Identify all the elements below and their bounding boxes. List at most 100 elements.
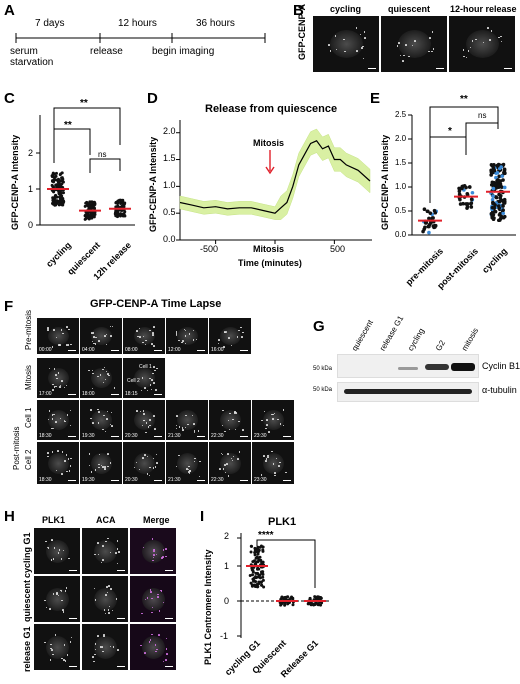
speckle bbox=[238, 329, 240, 332]
nucleus-blob bbox=[93, 635, 117, 659]
speckle bbox=[135, 461, 137, 464]
aca-quiescent bbox=[82, 576, 128, 622]
speckle bbox=[151, 538, 154, 540]
panel-i-ytick-2: 1 bbox=[224, 561, 230, 571]
plk1-quiescent bbox=[34, 576, 80, 622]
e-point bbox=[500, 185, 504, 189]
speckle bbox=[51, 539, 53, 541]
panel-g-lane-4: mitosis bbox=[460, 326, 481, 353]
speckle bbox=[48, 410, 51, 412]
panel-g-lane-0: quiescent bbox=[350, 318, 375, 353]
speckle bbox=[193, 423, 195, 425]
speckle bbox=[51, 427, 53, 430]
panel-e-ytick-1: 0.5 bbox=[395, 206, 407, 215]
c-point bbox=[54, 171, 58, 175]
speckle bbox=[133, 466, 136, 469]
speckle bbox=[229, 412, 231, 415]
tl-time: 19:30 bbox=[82, 433, 95, 439]
speckle bbox=[54, 634, 57, 636]
nucleus-blob bbox=[329, 30, 363, 58]
tl-time: 12:00 bbox=[168, 347, 181, 353]
i-point bbox=[255, 582, 259, 586]
speckle bbox=[55, 385, 57, 388]
speckle bbox=[282, 424, 285, 427]
i-point bbox=[262, 585, 266, 589]
nucleus-blob bbox=[141, 587, 165, 611]
speckle bbox=[267, 456, 269, 458]
nucleus-blob bbox=[90, 368, 112, 388]
speckle bbox=[104, 612, 107, 615]
speckle bbox=[94, 653, 96, 656]
tl-time: 17:00 bbox=[39, 391, 52, 397]
speckle bbox=[279, 423, 282, 425]
i-point bbox=[260, 583, 264, 587]
speckle bbox=[431, 50, 433, 53]
speckle bbox=[152, 332, 154, 334]
speckle bbox=[90, 471, 93, 473]
tl-c1-5: 23:30 bbox=[252, 400, 294, 440]
speckle bbox=[231, 459, 234, 462]
speckle bbox=[273, 412, 276, 415]
blot-cyclin-b1 bbox=[337, 354, 479, 378]
i-point bbox=[261, 560, 265, 564]
e-point bbox=[428, 211, 433, 215]
speckle bbox=[97, 422, 100, 424]
panel-d-ylabel: GFP-CENP-A Intensity bbox=[148, 136, 158, 232]
e-point bbox=[502, 185, 507, 190]
speckle bbox=[285, 471, 287, 474]
panel-g-protein-0: Cyclin B1 bbox=[482, 361, 520, 371]
speckle bbox=[45, 606, 48, 609]
panel-f-title: GFP-CENP-A Time Lapse bbox=[90, 298, 222, 310]
speckle bbox=[153, 366, 155, 368]
tl-mit-2: Cell 1 Cell 2 18:15 bbox=[123, 358, 165, 398]
speckle bbox=[52, 593, 55, 595]
c-point bbox=[54, 195, 58, 199]
speckle bbox=[51, 346, 54, 348]
speckle bbox=[402, 60, 404, 62]
speckle bbox=[58, 344, 60, 346]
micrograph-12h-release bbox=[449, 16, 515, 72]
speckle bbox=[463, 55, 465, 58]
speckle bbox=[226, 463, 228, 465]
speckle bbox=[178, 454, 180, 457]
speckle bbox=[228, 428, 231, 430]
speckle bbox=[63, 386, 66, 389]
speckle bbox=[155, 389, 157, 391]
speckle bbox=[149, 466, 151, 469]
speckle bbox=[48, 367, 51, 370]
panel-d-ytick-4: 2.0 bbox=[163, 126, 176, 136]
e-point bbox=[502, 170, 507, 175]
speckle bbox=[93, 587, 96, 590]
panel-e-ylabel: GFP-CENP-A Intensity bbox=[380, 134, 390, 230]
speckle bbox=[218, 339, 220, 341]
e-point bbox=[502, 214, 507, 219]
speckle bbox=[146, 473, 149, 475]
e-point bbox=[500, 174, 504, 178]
speckle bbox=[104, 335, 106, 337]
e-point bbox=[465, 191, 470, 196]
e-point bbox=[462, 183, 467, 188]
panel-g-lane-1: release G1 bbox=[378, 314, 406, 353]
speckle bbox=[118, 551, 120, 553]
speckle bbox=[52, 389, 54, 391]
speckle bbox=[467, 50, 470, 52]
speckle bbox=[182, 429, 184, 431]
tl-time: 00:00 bbox=[39, 347, 52, 353]
speckle bbox=[66, 414, 69, 416]
speckle bbox=[225, 331, 228, 334]
speckle bbox=[64, 460, 66, 462]
nucleus-blob bbox=[93, 539, 117, 563]
speckle bbox=[91, 340, 94, 342]
speckle bbox=[107, 465, 109, 467]
plk1-release bbox=[34, 624, 80, 670]
speckle bbox=[116, 540, 119, 542]
speckle bbox=[109, 325, 112, 328]
speckle bbox=[110, 335, 112, 337]
i-point bbox=[258, 573, 262, 577]
c-point bbox=[54, 183, 58, 187]
speckle bbox=[150, 388, 153, 391]
speckle bbox=[139, 336, 141, 338]
speckle bbox=[55, 336, 58, 338]
speckle bbox=[59, 386, 61, 388]
speckle bbox=[278, 465, 280, 467]
